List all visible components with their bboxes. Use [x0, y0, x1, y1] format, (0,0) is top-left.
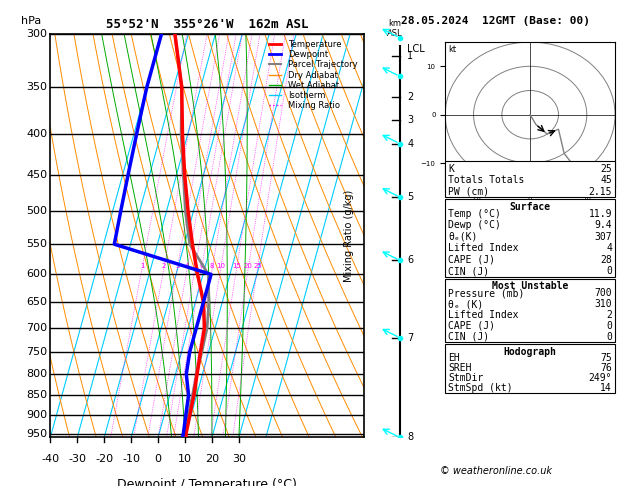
Text: SREH: SREH — [448, 363, 472, 373]
Text: 20: 20 — [244, 262, 253, 269]
Text: 550: 550 — [26, 239, 47, 249]
Text: -20: -20 — [95, 453, 113, 464]
Text: 25: 25 — [600, 164, 612, 174]
Text: 7: 7 — [407, 332, 413, 343]
Text: StmSpd (kt): StmSpd (kt) — [448, 383, 513, 393]
Text: © weatheronline.co.uk: © weatheronline.co.uk — [440, 466, 552, 476]
Text: StmDir: StmDir — [448, 373, 484, 383]
Text: θₑ (K): θₑ (K) — [448, 299, 484, 309]
Text: 450: 450 — [26, 170, 47, 180]
Text: 11.9: 11.9 — [589, 209, 612, 219]
Text: Lifted Index: Lifted Index — [448, 310, 519, 320]
Text: CIN (J): CIN (J) — [448, 266, 489, 277]
Text: 900: 900 — [26, 410, 47, 420]
Text: 600: 600 — [26, 269, 47, 279]
Text: 950: 950 — [26, 429, 47, 439]
Text: -40: -40 — [42, 453, 59, 464]
Text: 76: 76 — [600, 363, 612, 373]
Text: 700: 700 — [26, 323, 47, 333]
Text: 9.4: 9.4 — [594, 220, 612, 230]
Text: 14: 14 — [600, 383, 612, 393]
Text: Hodograph: Hodograph — [504, 347, 557, 357]
Text: θₑ(K): θₑ(K) — [448, 232, 478, 242]
Text: Totals Totals: Totals Totals — [448, 175, 525, 185]
Text: 3: 3 — [175, 262, 179, 269]
Text: km
ASL: km ASL — [387, 18, 403, 38]
Text: Pressure (mb): Pressure (mb) — [448, 288, 525, 298]
Text: 700: 700 — [594, 288, 612, 298]
Text: Lifted Index: Lifted Index — [448, 243, 519, 253]
Text: 6: 6 — [199, 262, 204, 269]
Text: CIN (J): CIN (J) — [448, 332, 489, 342]
Text: Dewpoint / Temperature (°C): Dewpoint / Temperature (°C) — [117, 478, 297, 486]
Text: 2: 2 — [407, 92, 413, 102]
Text: 500: 500 — [26, 206, 47, 216]
Text: 75: 75 — [600, 353, 612, 363]
Text: K: K — [448, 164, 454, 174]
Text: 8: 8 — [210, 262, 214, 269]
Text: Dewp (°C): Dewp (°C) — [448, 220, 501, 230]
Text: 350: 350 — [26, 83, 47, 92]
Text: EH: EH — [448, 353, 460, 363]
Text: 0: 0 — [606, 266, 612, 277]
Text: 2: 2 — [162, 262, 166, 269]
Text: Temp (°C): Temp (°C) — [448, 209, 501, 219]
Text: 28.05.2024  12GMT (Base: 00): 28.05.2024 12GMT (Base: 00) — [401, 16, 591, 26]
Text: 249°: 249° — [589, 373, 612, 383]
Text: CAPE (J): CAPE (J) — [448, 255, 496, 265]
Text: 6: 6 — [407, 255, 413, 265]
Text: 30: 30 — [232, 453, 246, 464]
Text: 4: 4 — [606, 243, 612, 253]
Text: Surface: Surface — [509, 202, 551, 212]
Text: 307: 307 — [594, 232, 612, 242]
Text: 3: 3 — [407, 115, 413, 124]
Text: 28: 28 — [600, 255, 612, 265]
Text: kt: kt — [448, 45, 457, 54]
Text: 850: 850 — [26, 390, 47, 400]
Text: 15: 15 — [232, 262, 241, 269]
Text: 45: 45 — [600, 175, 612, 185]
Text: 4: 4 — [407, 139, 413, 149]
Title: 55°52'N  355°26'W  162m ASL: 55°52'N 355°26'W 162m ASL — [106, 18, 308, 32]
Text: 10: 10 — [178, 453, 192, 464]
Text: 310: 310 — [594, 299, 612, 309]
Text: 8: 8 — [407, 433, 413, 442]
Text: 800: 800 — [26, 369, 47, 379]
Text: CAPE (J): CAPE (J) — [448, 321, 496, 331]
Text: 5: 5 — [193, 262, 198, 269]
Text: 2.15: 2.15 — [589, 187, 612, 197]
Text: Most Unstable: Most Unstable — [492, 281, 569, 292]
Text: hPa: hPa — [21, 16, 42, 26]
Text: 0: 0 — [606, 332, 612, 342]
Text: -30: -30 — [69, 453, 86, 464]
Text: PW (cm): PW (cm) — [448, 187, 489, 197]
Text: 1: 1 — [407, 52, 413, 61]
Text: 4: 4 — [185, 262, 189, 269]
Text: 300: 300 — [26, 29, 47, 39]
Text: -10: -10 — [122, 453, 140, 464]
Text: 5: 5 — [407, 192, 413, 202]
Text: 2: 2 — [606, 310, 612, 320]
Text: 400: 400 — [26, 129, 47, 139]
Text: LCL: LCL — [407, 44, 425, 53]
Text: Mixing Ratio (g/kg): Mixing Ratio (g/kg) — [344, 190, 354, 282]
Text: 20: 20 — [205, 453, 219, 464]
Text: 1: 1 — [140, 262, 144, 269]
Text: 650: 650 — [26, 297, 47, 307]
Text: 750: 750 — [26, 347, 47, 357]
Text: 0: 0 — [155, 453, 162, 464]
Text: 25: 25 — [253, 262, 262, 269]
Text: 10: 10 — [216, 262, 225, 269]
Text: 0: 0 — [606, 321, 612, 331]
Legend: Temperature, Dewpoint, Parcel Trajectory, Dry Adiabat, Wet Adiabat, Isotherm, Mi: Temperature, Dewpoint, Parcel Trajectory… — [267, 38, 359, 112]
